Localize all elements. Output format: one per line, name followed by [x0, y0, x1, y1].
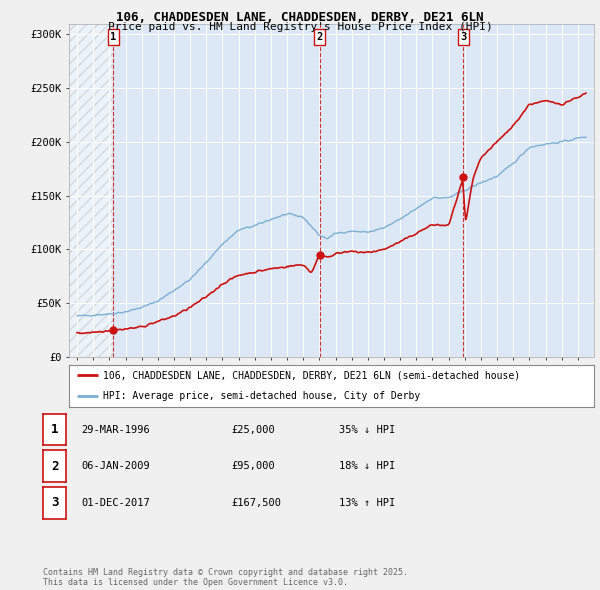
Text: 29-MAR-1996: 29-MAR-1996	[81, 425, 150, 434]
Text: 2: 2	[51, 460, 58, 473]
Text: £95,000: £95,000	[231, 461, 275, 471]
Text: 3: 3	[51, 496, 58, 509]
Text: 01-DEC-2017: 01-DEC-2017	[81, 498, 150, 507]
Text: 13% ↑ HPI: 13% ↑ HPI	[339, 498, 395, 507]
Text: £25,000: £25,000	[231, 425, 275, 434]
Bar	[69, 24, 113, 357]
Text: 1: 1	[110, 32, 116, 42]
Text: 3: 3	[460, 32, 467, 42]
Text: 1: 1	[51, 423, 58, 436]
Text: Contains HM Land Registry data © Crown copyright and database right 2025.
This d: Contains HM Land Registry data © Crown c…	[43, 568, 408, 587]
Text: HPI: Average price, semi-detached house, City of Derby: HPI: Average price, semi-detached house,…	[103, 392, 421, 401]
Text: £167,500: £167,500	[231, 498, 281, 507]
Text: 2: 2	[316, 32, 323, 42]
Text: 106, CHADDESDEN LANE, CHADDESDEN, DERBY, DE21 6LN (semi-detached house): 106, CHADDESDEN LANE, CHADDESDEN, DERBY,…	[103, 371, 520, 380]
Text: 106, CHADDESDEN LANE, CHADDESDEN, DERBY, DE21 6LN: 106, CHADDESDEN LANE, CHADDESDEN, DERBY,…	[116, 11, 484, 24]
Text: 18% ↓ HPI: 18% ↓ HPI	[339, 461, 395, 471]
Text: Price paid vs. HM Land Registry's House Price Index (HPI): Price paid vs. HM Land Registry's House …	[107, 22, 493, 32]
Text: 35% ↓ HPI: 35% ↓ HPI	[339, 425, 395, 434]
Text: 06-JAN-2009: 06-JAN-2009	[81, 461, 150, 471]
